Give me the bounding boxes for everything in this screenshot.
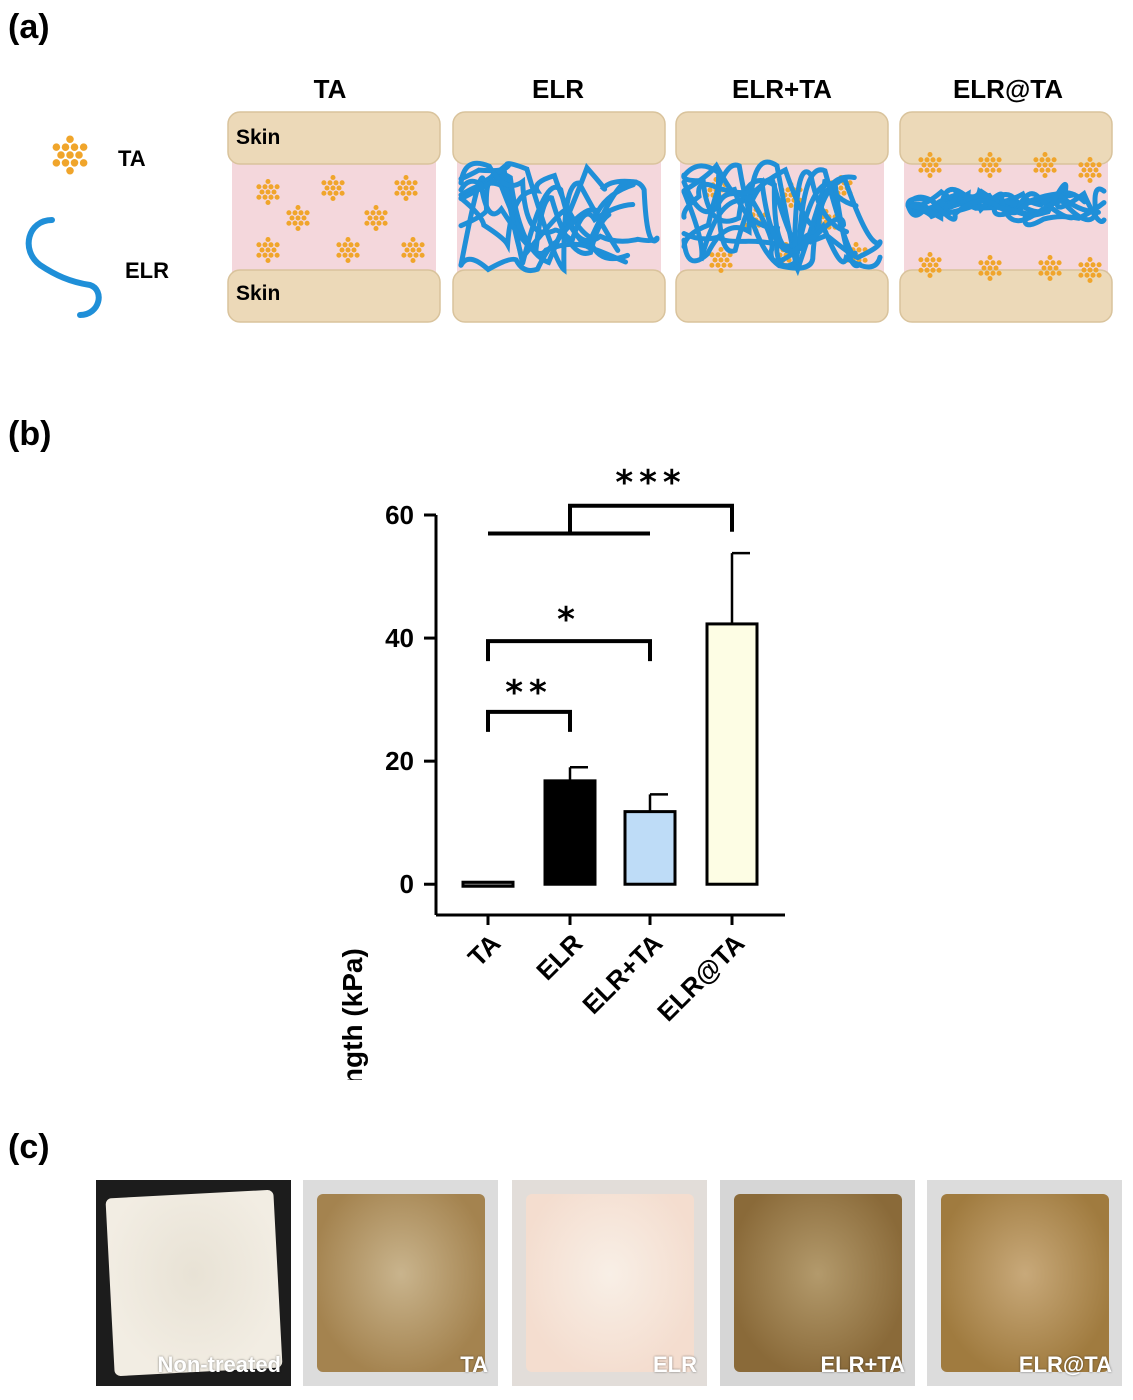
elr-chain — [681, 167, 858, 258]
skin-sample — [526, 1194, 694, 1372]
x-tick-label: ELR — [530, 928, 588, 986]
ta-cluster — [286, 204, 310, 232]
ta-cluster — [401, 236, 425, 264]
ta-molecule-legend-icon — [52, 135, 88, 175]
skin-sample — [941, 1194, 1109, 1372]
bar-ELR@TA — [705, 622, 759, 886]
ta-cluster — [978, 254, 1002, 282]
elr-chain — [458, 178, 612, 256]
bar-ELR+TA — [623, 810, 677, 886]
sandwich-column-0 — [227, 111, 441, 323]
elr-chain — [458, 182, 636, 273]
legend-ta-label: TA — [118, 146, 146, 171]
legend-ta-cluster — [52, 135, 88, 175]
significance-bracket — [568, 503, 734, 532]
skin-sample — [734, 1194, 902, 1372]
y-axis-label: Adhesive Strength (kPa) — [337, 948, 368, 1080]
photo-sample-2: ELR — [512, 1180, 707, 1386]
photo-label: ELR — [653, 1352, 697, 1377]
ta-cluster — [1038, 254, 1062, 282]
photo-label: ELR@TA — [1018, 1352, 1112, 1377]
sandwich-column-2 — [675, 111, 889, 323]
skin-layer-top — [675, 111, 889, 165]
elr-chain — [681, 176, 847, 254]
column-title-elr: ELR — [532, 74, 584, 104]
photo-sample-4: ELR@TA — [927, 1180, 1122, 1386]
elr-chain — [458, 172, 631, 262]
skin-sample — [317, 1194, 485, 1372]
skin-layer-bottom — [227, 269, 441, 323]
significance-label: * — [557, 600, 581, 640]
ta-cluster — [394, 174, 418, 202]
ta-cluster — [1078, 256, 1102, 284]
y-tick-label: 60 — [385, 500, 414, 530]
ta-cluster — [918, 251, 942, 279]
y-tick-label: 20 — [385, 746, 414, 776]
y-tick-label: 0 — [400, 869, 414, 899]
panel-label-a: (a) — [8, 8, 50, 46]
column-title-elr-plus-ta: ELR+TA — [732, 74, 832, 104]
photo-sample-3: ELR+TA — [720, 1180, 915, 1386]
elr-chain — [458, 179, 660, 257]
panel-label-b: (b) — [8, 415, 52, 453]
skin-layer-bottom — [675, 269, 889, 323]
column-title-ta: TA — [313, 74, 347, 104]
photo-sample-1: TA — [303, 1180, 498, 1386]
skin-sandwich-illustration — [227, 111, 1113, 323]
y-tick-label: 40 — [385, 623, 414, 653]
bar-TA — [461, 880, 515, 888]
ta-cluster — [364, 204, 388, 232]
photo-label: TA — [460, 1352, 488, 1377]
skin-sample — [105, 1189, 283, 1377]
legend-elr-label: ELR — [125, 258, 169, 283]
elr-chain — [458, 160, 636, 245]
x-tick-label: ELR@TA — [651, 928, 750, 1027]
photo-sample-0: Non-treated — [96, 1180, 291, 1386]
photo-label: ELR+TA — [820, 1352, 905, 1377]
skin-label-top: Skin — [236, 126, 281, 149]
significance-label: *** — [615, 463, 686, 503]
significance-bracket — [486, 639, 652, 662]
elr-chain — [681, 169, 850, 264]
ta-cluster — [321, 174, 345, 202]
sandwich-column-1 — [452, 111, 666, 323]
ta-cluster — [256, 178, 280, 206]
x-tick-label: TA — [462, 928, 507, 973]
skin-layer-top — [899, 111, 1113, 165]
elr-chain — [905, 182, 1069, 222]
elr-chain — [681, 159, 859, 277]
photo-label: Non-treated — [157, 1352, 281, 1377]
column-title-elr-at-ta: ELR@TA — [952, 74, 1064, 104]
ta-cluster — [256, 236, 280, 264]
panel-label-c: (c) — [8, 1128, 50, 1166]
sandwich-column-3 — [899, 111, 1113, 323]
ta-cluster — [918, 151, 942, 179]
elr-chain — [681, 161, 863, 269]
skin-layer-top — [452, 111, 666, 165]
significance-bracket — [486, 709, 572, 732]
skin-layer-bottom — [899, 269, 1113, 323]
skin-label-bottom: Skin — [236, 282, 281, 305]
elr-chain-legend-icon — [25, 217, 102, 318]
ta-cluster — [978, 151, 1002, 179]
bar-ELR — [543, 779, 597, 886]
skin-layer-top — [227, 111, 441, 165]
ta-cluster — [1033, 151, 1057, 179]
ta-cluster — [1078, 156, 1102, 184]
significance-label: ** — [505, 673, 553, 713]
skin-layer-bottom — [452, 269, 666, 323]
ta-cluster — [336, 236, 360, 264]
elr-chain — [458, 171, 660, 262]
